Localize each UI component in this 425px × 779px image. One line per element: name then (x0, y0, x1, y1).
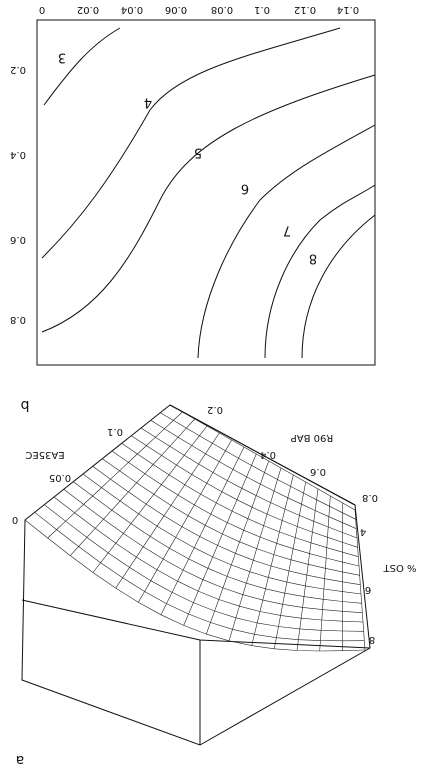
contour-line (44, 28, 120, 105)
contour-label: 5 (194, 145, 202, 160)
x-tick-label: 0.02 (77, 4, 99, 15)
contour-label: 8 (309, 251, 317, 266)
y-tick-label: 0.2 (10, 64, 26, 75)
mesh-line (160, 413, 355, 520)
panel-label: b (20, 397, 29, 413)
y-tick-label: 0.6 (10, 234, 26, 245)
contour-label: 6 (241, 181, 249, 196)
axis-tick-label: 0 (12, 514, 18, 525)
axis-tick-label: 0.1 (107, 426, 123, 437)
x-tick-label: 0.04 (121, 4, 143, 15)
axis-tick-label: 6 (365, 584, 371, 595)
axis-tick-label: 4 (360, 526, 366, 537)
axis-title: % OST (383, 562, 417, 573)
y-tick-label: 0.4 (10, 149, 26, 160)
axis-tick-label: 0.6 (310, 466, 326, 477)
panel-label: a (16, 752, 25, 768)
mesh-line (252, 475, 294, 646)
mesh-line (138, 440, 231, 602)
x-tick-label: 0.14 (337, 4, 359, 15)
contour-line (265, 185, 375, 358)
mesh-line (25, 520, 365, 651)
axis-tick-label: 0.2 (207, 404, 223, 415)
contour-label: 3 (58, 50, 66, 65)
axis-tick-label: 8 (369, 634, 375, 645)
contour-label: 7 (283, 223, 291, 238)
axis-title: R90 BAP (291, 432, 334, 443)
mesh-line (70, 419, 194, 556)
x-tick-label: 0.1 (254, 4, 270, 15)
x-tick-label: 0.06 (165, 4, 187, 15)
contour-line (42, 75, 375, 332)
mesh-line (297, 489, 318, 651)
mesh-line (25, 405, 170, 520)
contour-line (302, 215, 375, 358)
mesh-line (320, 496, 331, 651)
axis-title: EA35EC (25, 449, 64, 460)
contour-line (42, 28, 340, 258)
axis-tick-label: 0.4 (260, 449, 276, 460)
x-tick-label: 0 (39, 4, 45, 15)
axis-tick-label: 0.05 (49, 472, 71, 483)
mesh-line (44, 505, 363, 632)
y-tick-label: 0.8 (10, 314, 26, 325)
x-tick-label: 0.12 (294, 4, 316, 15)
mesh-line (54, 497, 363, 622)
mesh-line (116, 433, 220, 588)
contour-label: 4 (144, 95, 152, 110)
axis-tick-label: 0.8 (362, 492, 378, 503)
mesh-line (161, 447, 244, 615)
mesh-line (206, 461, 268, 634)
mesh-line (274, 482, 305, 649)
x-tick-label: 0.08 (211, 4, 233, 15)
box-3d (22, 405, 370, 745)
contour-frame (37, 20, 375, 365)
contour-line (198, 125, 375, 358)
